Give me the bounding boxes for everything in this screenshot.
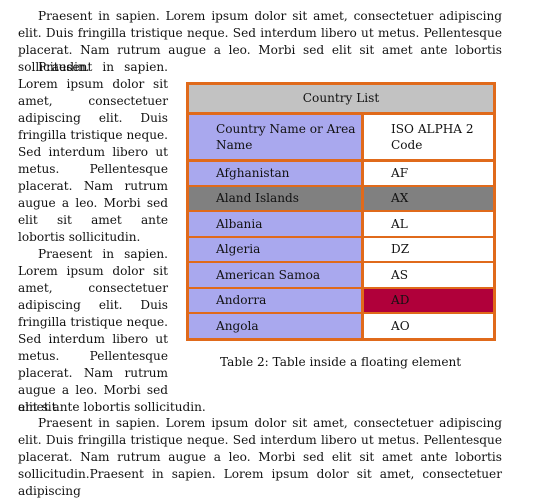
table-header-row: Country Name or Area Name ISO ALPHA 2 Co…: [189, 112, 493, 159]
table-row: Aland Islands AX: [189, 184, 493, 210]
cell-country-name: Andorra: [189, 288, 364, 312]
cell-country-name: American Samoa: [189, 263, 364, 287]
table-title-row: Country List: [189, 85, 493, 112]
cell-iso-code: DZ: [364, 237, 493, 261]
paragraph-left-2-tail: amet ante lobortis sollicitudin.: [18, 400, 206, 414]
country-table: Country List Country Name or Area Name I…: [186, 82, 496, 341]
paragraph-left-1: Praesent in sapien. Lorem ipsum dolor si…: [18, 60, 168, 244]
cell-country-name: Algeria: [189, 237, 364, 261]
cell-country-name: Afghanistan: [189, 162, 364, 185]
cell-iso-code: AF: [364, 162, 493, 185]
table-row: Algeria DZ: [189, 235, 493, 261]
cell-country-name: Aland Islands: [189, 186, 364, 210]
cell-country-name: Angola: [189, 314, 364, 338]
table-row: American Samoa AS: [189, 261, 493, 287]
cell-country-name: Albania: [189, 212, 364, 236]
table-row: Andorra AD: [189, 286, 493, 312]
floating-table: Country List Country Name or Area Name I…: [186, 82, 496, 341]
table-row: Albania AL: [189, 210, 493, 236]
table-caption: Table 2: Table inside a floating element: [220, 355, 462, 369]
cell-iso-code: AL: [364, 212, 493, 236]
table-row: Afghanistan AF: [189, 159, 493, 185]
cell-iso-code: AX: [364, 186, 493, 210]
paragraph-left-2: Praesent in sapien. Lorem ipsum dolor si…: [18, 247, 168, 414]
header-iso-code: ISO ALPHA 2 Code: [364, 115, 493, 159]
cell-iso-code: AD: [364, 288, 493, 312]
paragraph-bottom: Praesent in sapien. Lorem ipsum dolor si…: [18, 416, 502, 498]
paragraph-top: Praesent in sapien. Lorem ipsum dolor si…: [18, 9, 502, 74]
cell-iso-code: AO: [364, 314, 493, 338]
table-title: Country List: [189, 85, 493, 112]
table-row: Angola AO: [189, 312, 493, 338]
cell-iso-code: AS: [364, 263, 493, 287]
header-country-name: Country Name or Area Name: [189, 115, 364, 159]
